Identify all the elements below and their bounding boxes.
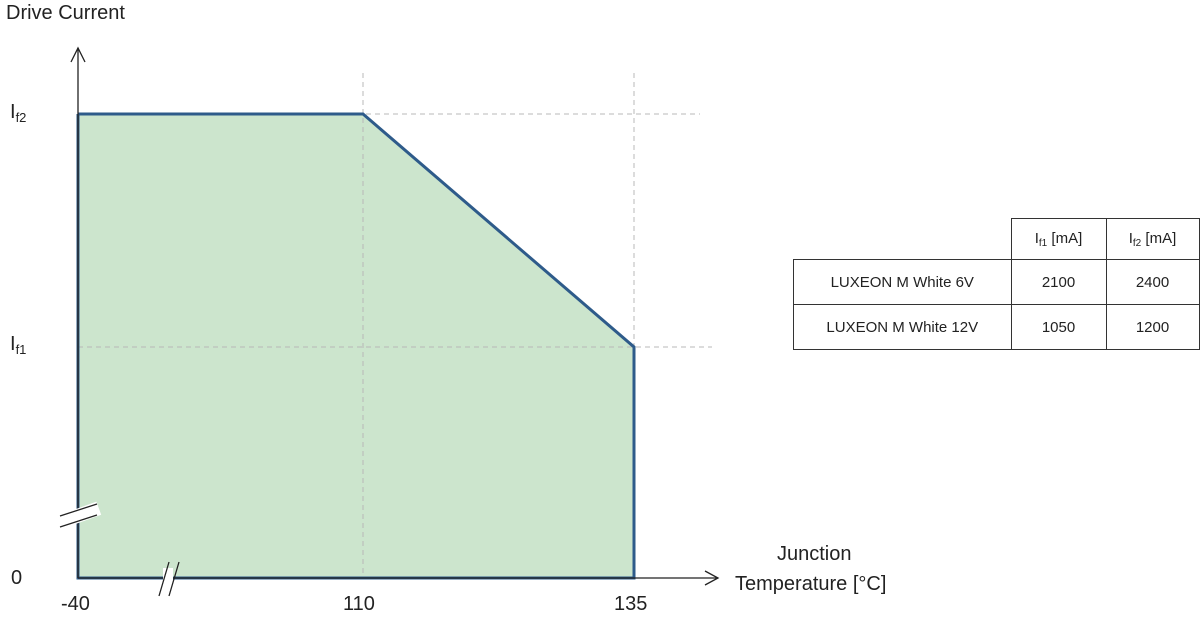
table-row: LUXEON M White 12V 1050 1200: [794, 305, 1200, 350]
x-axis-title-line-2: Temperature [°C]: [735, 573, 886, 596]
table-cell-if1: 1050: [1011, 305, 1106, 350]
y-tick-zero: 0: [11, 567, 22, 590]
table-header-if2: If2 [mA]: [1106, 219, 1199, 260]
x-tick-135: 135: [614, 593, 647, 616]
table-header-if1: If1 [mA]: [1011, 219, 1106, 260]
y-tick-if1: If1: [10, 333, 26, 357]
y-tick-if2: If2: [10, 101, 26, 125]
x-tick-minus-40: -40: [61, 593, 90, 616]
table-cell-name: LUXEON M White 6V: [794, 260, 1012, 305]
table-cell-if1: 2100: [1011, 260, 1106, 305]
operating-region: [78, 114, 634, 578]
x-tick-110: 110: [343, 593, 375, 616]
table-cell-name: LUXEON M White 12V: [794, 305, 1012, 350]
table-cell-if2: 2400: [1106, 260, 1199, 305]
y-axis-title: Drive Current: [6, 2, 125, 25]
table-row: LUXEON M White 6V 2100 2400: [794, 260, 1200, 305]
drive-current-table: If1 [mA] If2 [mA] LUXEON M White 6V 2100…: [793, 218, 1200, 350]
table-header-blank: [794, 219, 1012, 260]
table-cell-if2: 1200: [1106, 305, 1199, 350]
table-header-row: If1 [mA] If2 [mA]: [794, 219, 1200, 260]
x-axis-title-line-1: Junction: [777, 543, 852, 566]
